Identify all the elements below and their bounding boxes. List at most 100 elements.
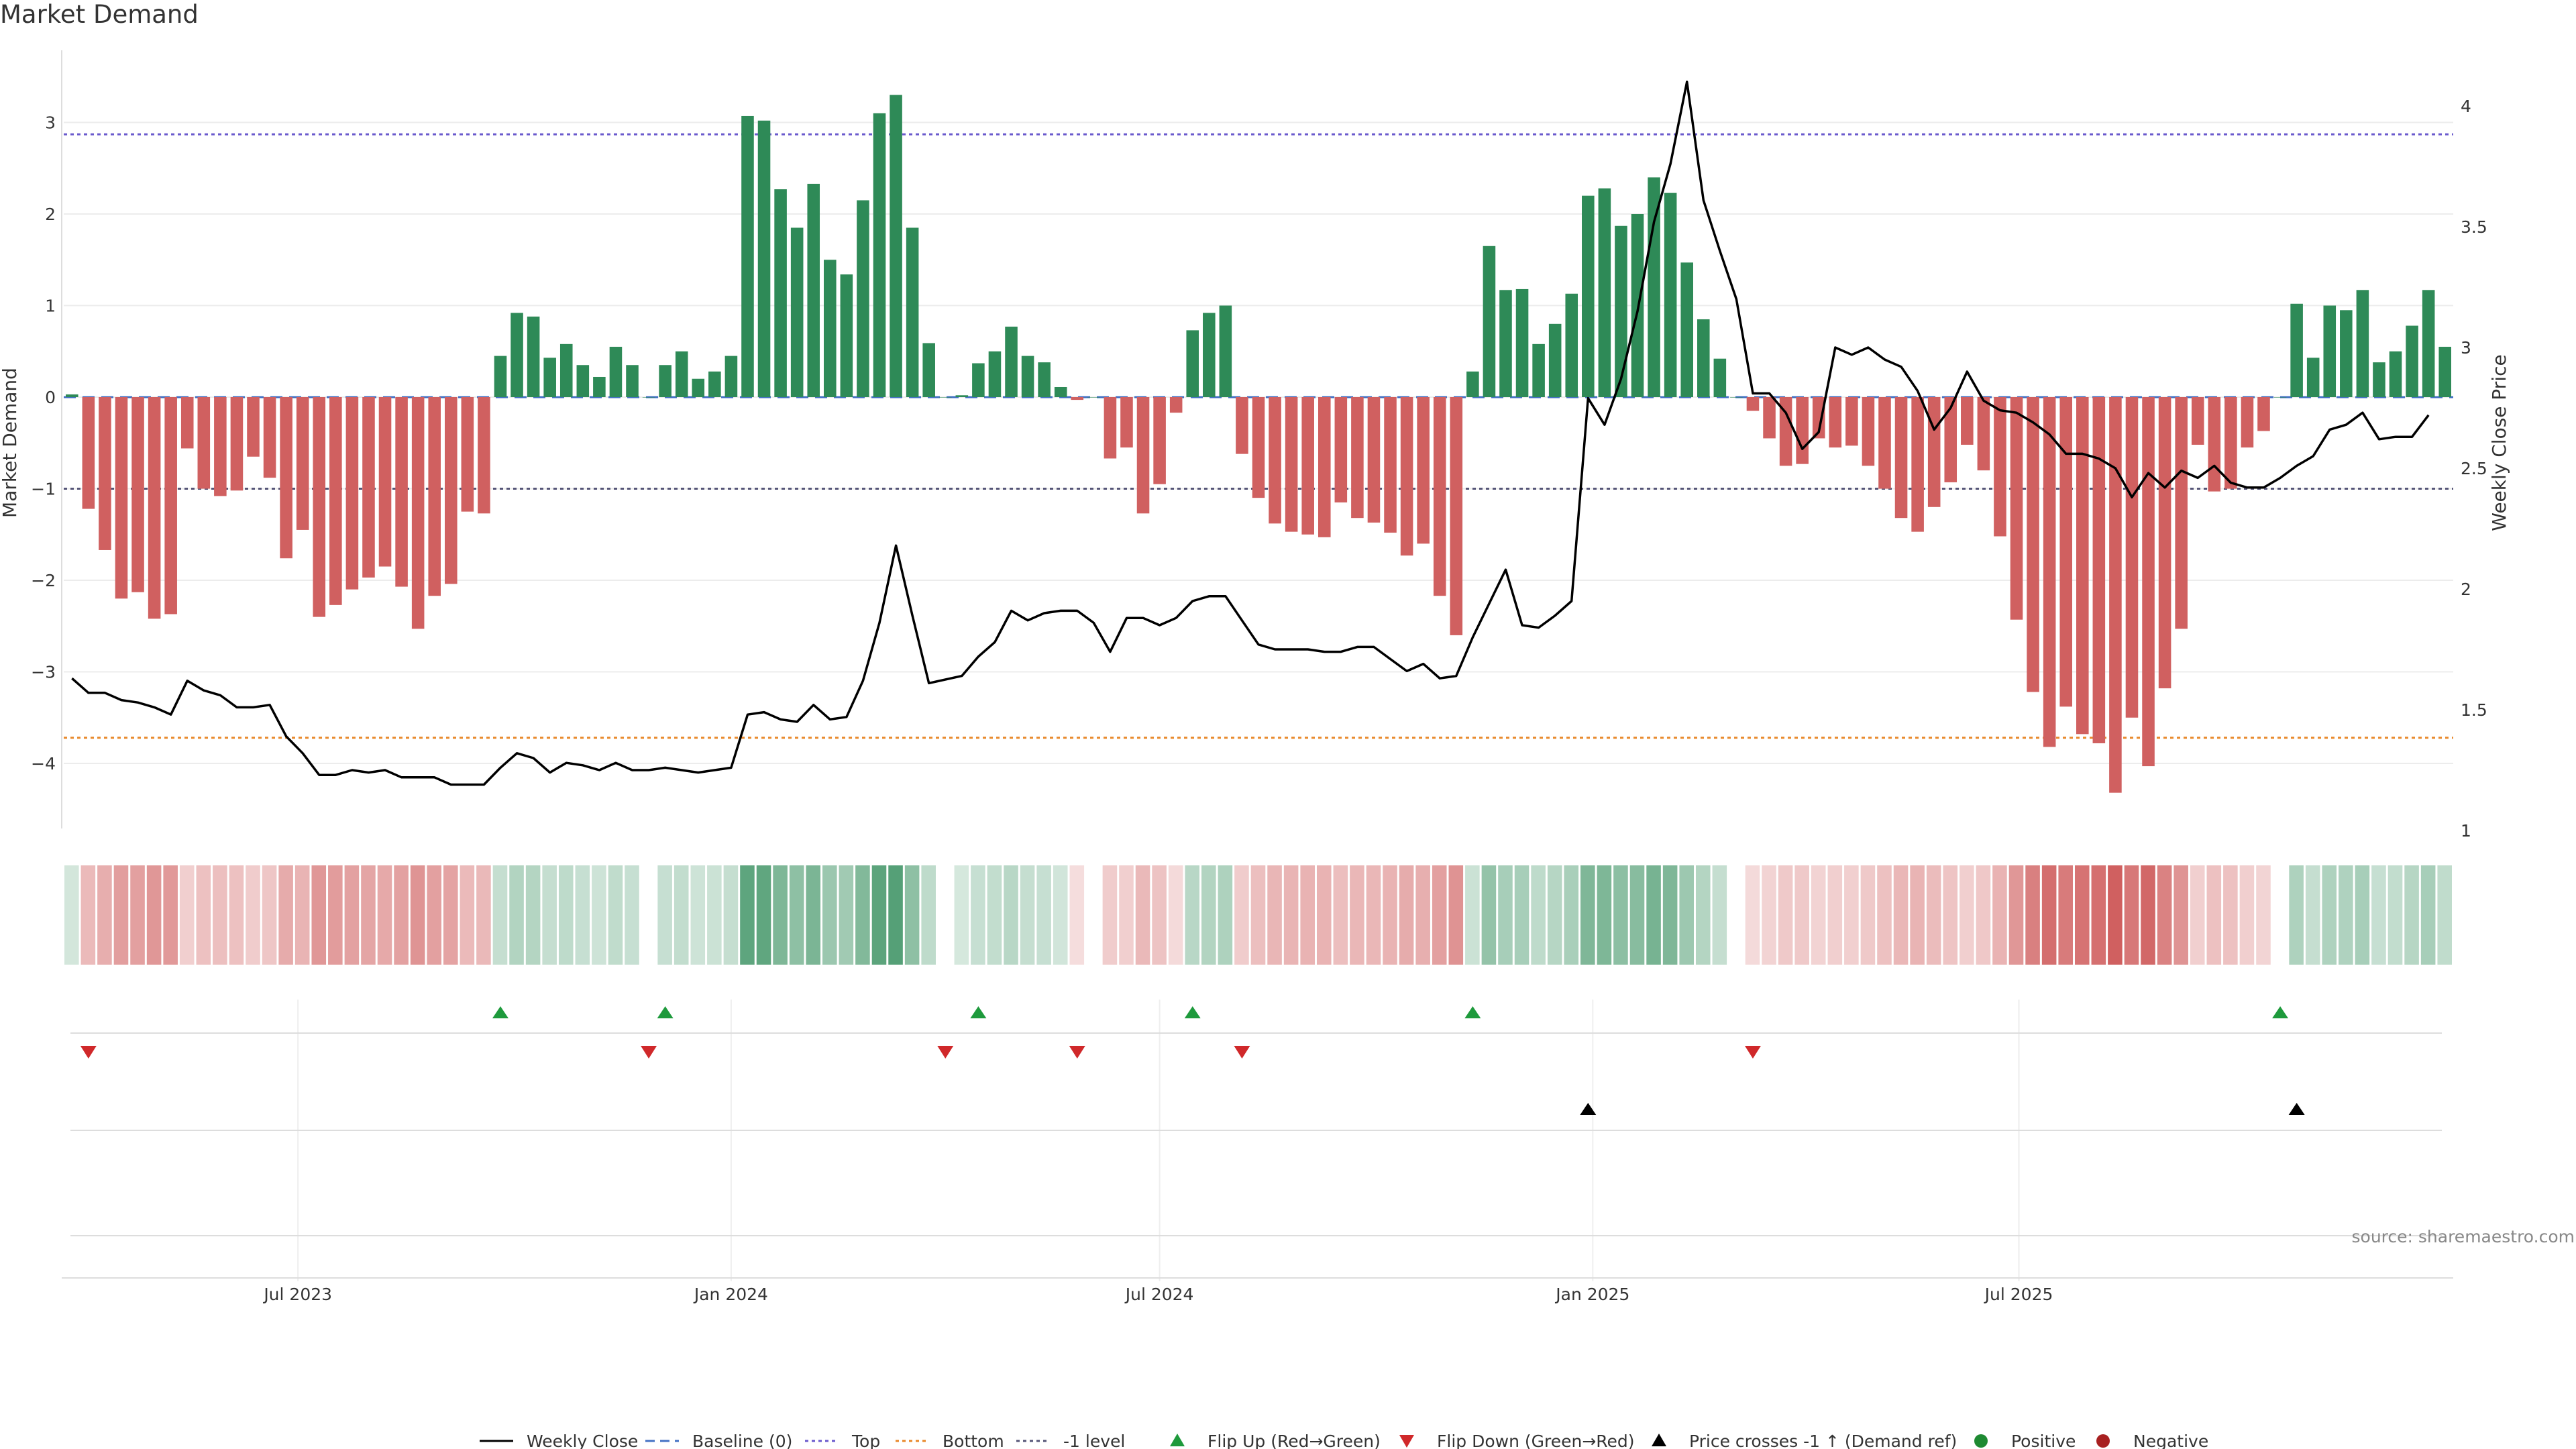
- event-markers: [70, 1006, 2442, 1236]
- legend-top: Top: [805, 1432, 880, 1449]
- demand-bar: [1927, 397, 1941, 507]
- demand-bar: [1713, 358, 1727, 397]
- demand-bar: [1845, 397, 1858, 446]
- demand-bar: [1384, 397, 1397, 533]
- heat-cell: [1333, 865, 1348, 965]
- demand-bar: [2373, 362, 2385, 397]
- heat-cell: [822, 865, 837, 965]
- heat-cell: [2437, 865, 2452, 965]
- demand-bar: [527, 316, 540, 397]
- heat-cell: [1860, 865, 1876, 965]
- demand-bar: [2290, 303, 2303, 397]
- demand-bar: [82, 397, 95, 509]
- demand-bar: [1417, 397, 1430, 544]
- demand-bar: [675, 351, 688, 397]
- flip-down-marker: [80, 1046, 97, 1059]
- flip-up-marker: [2272, 1006, 2289, 1018]
- demand-bar: [1400, 397, 1413, 556]
- heat-cell: [410, 865, 425, 965]
- demand-bar: [1087, 397, 1100, 398]
- heat-cell: [888, 865, 903, 965]
- heat-cell: [1300, 865, 1315, 965]
- heat-cell: [954, 865, 969, 965]
- legend-flip-up: Flip Up (Red→Green): [1170, 1432, 1381, 1449]
- heat-cell: [2371, 865, 2386, 965]
- heat-cell: [1020, 865, 1035, 965]
- demand-bar: [378, 397, 392, 567]
- heat-cell: [1695, 865, 1711, 965]
- demand-bar: [164, 397, 177, 614]
- legend-bottom: Bottom: [896, 1432, 1004, 1449]
- heat-cell: [246, 865, 260, 965]
- demand-bar: [1483, 246, 1496, 397]
- demand-bar: [1680, 262, 1693, 397]
- legend-weekly-close: Weekly Close: [480, 1432, 638, 1449]
- demand-bar: [1779, 397, 1792, 466]
- x-tick-label: Jul 2024: [1124, 1285, 1194, 1304]
- demand-bar: [1269, 397, 1281, 524]
- heat-cell: [2008, 865, 2024, 965]
- legend: Weekly Close Baseline (0) Top Bottom -1 leve…: [480, 1432, 2208, 1449]
- flip-down-marker: [1069, 1046, 1085, 1059]
- source-note: source: sharemaestro.com: [2352, 1227, 2575, 1246]
- x-tick-label: Jul 2025: [1984, 1285, 2053, 1304]
- heat-cell: [1350, 865, 1364, 965]
- demand-bar: [1038, 362, 1051, 397]
- heat-cell: [1745, 865, 1760, 965]
- heat-cell: [1481, 865, 1497, 965]
- price-cross-marker: [2288, 1103, 2305, 1115]
- demand-bar: [214, 397, 227, 496]
- heat-cell: [278, 865, 293, 965]
- legend-label: Baseline (0): [692, 1432, 792, 1449]
- axes: 3 2 1 0 −1 −2 −3 −4 4 3.5 3 2.5 2 1.5 1: [31, 50, 2487, 1279]
- heat-cell: [394, 865, 409, 965]
- heat-cell: [592, 865, 606, 965]
- demand-bar: [1186, 330, 1199, 397]
- heat-cell: [311, 865, 327, 965]
- heat-cell: [1283, 865, 1299, 965]
- legend-label: Top: [851, 1432, 880, 1449]
- demand-bar: [1021, 356, 1034, 397]
- heat-cell: [575, 865, 590, 965]
- heat-cell: [1926, 865, 1941, 965]
- y-right-tick-label: 2.5: [2461, 459, 2487, 478]
- demand-bar: [1697, 319, 1710, 397]
- demand-bar: [2027, 397, 2039, 692]
- heat-cell: [2256, 865, 2271, 965]
- demand-bar: [708, 371, 721, 397]
- heat-cell: [1960, 865, 1974, 965]
- y-right-tick-label: 2: [2461, 580, 2471, 599]
- demand-bar: [2092, 397, 2106, 743]
- heat-cell: [2074, 865, 2090, 965]
- demand-bar: [1878, 397, 1891, 489]
- demand-bar: [857, 200, 869, 397]
- x-axis-ticks: Jul 2023 Jan 2024 Jul 2024 Jan 2025 Jul 2025: [262, 1285, 2053, 1304]
- demand-bar: [741, 115, 754, 397]
- legend-label: Bottom: [943, 1432, 1004, 1449]
- demand-bar: [461, 397, 474, 512]
- legend-swatch: [1170, 1434, 1185, 1446]
- demand-bar: [609, 346, 623, 397]
- demand-bar: [1466, 371, 1479, 397]
- y-right-tick-label: 4: [2461, 97, 2471, 116]
- heat-cell: [1597, 865, 1612, 965]
- demand-bar: [1236, 397, 1248, 454]
- heat-cell: [1580, 865, 1595, 965]
- demand-bar: [1582, 195, 1595, 397]
- heat-cell: [377, 865, 392, 965]
- legend-minus-one: -1 level: [1016, 1432, 1125, 1449]
- heat-cell: [2339, 865, 2353, 965]
- demand-bar: [180, 397, 194, 449]
- demand-bar: [757, 120, 771, 397]
- heat-cell: [1448, 865, 1464, 965]
- heat-cell: [1762, 865, 1776, 965]
- demand-bar: [2175, 397, 2188, 629]
- demand-bar: [115, 397, 128, 599]
- heat-cell: [476, 865, 491, 965]
- heat-cell: [1992, 865, 2007, 965]
- heat-cell: [1646, 865, 1661, 965]
- heat-cell: [904, 865, 920, 965]
- demand-bar: [1203, 313, 1216, 397]
- demand-bar: [1598, 188, 1611, 397]
